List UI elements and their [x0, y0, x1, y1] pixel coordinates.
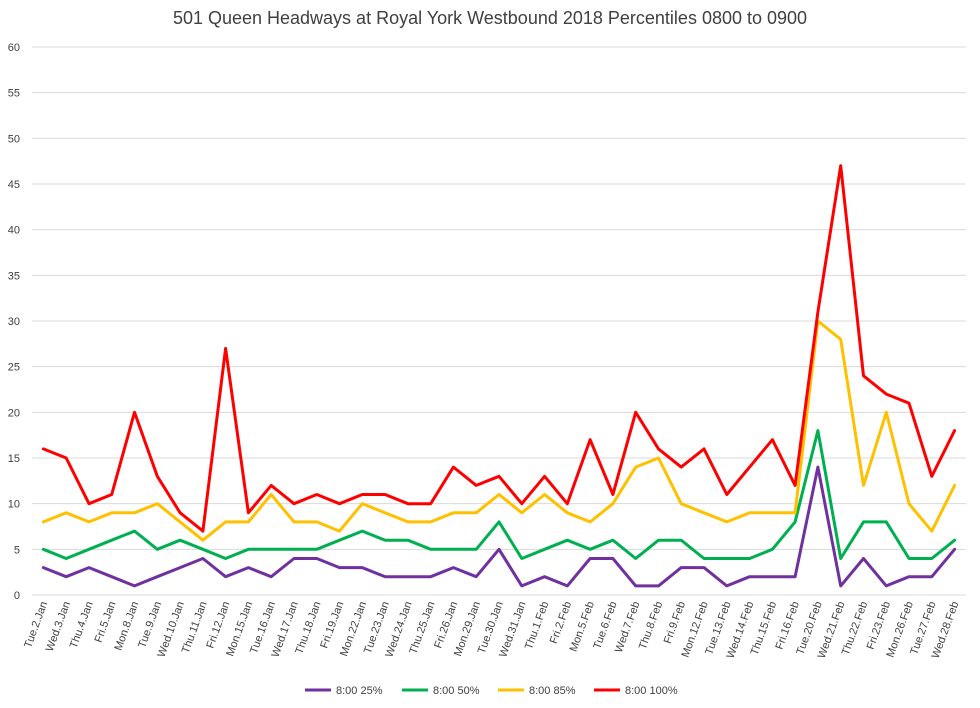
- y-tick-label: 55: [8, 88, 20, 100]
- legend-label: 8:00 100%: [625, 685, 678, 697]
- y-tick-label: 5: [14, 544, 20, 556]
- x-tick-label: Fri.2.Feb: [548, 600, 574, 645]
- y-tick-label: 0: [14, 590, 20, 602]
- x-axis-ticks: Tue.2.JanWed.3.JanThu.4.JanFri.5.JanMon.…: [22, 600, 961, 660]
- y-tick-label: 20: [8, 407, 20, 419]
- y-tick-label: 10: [8, 499, 20, 511]
- y-axis-ticks: 0 5 10 15 20 25 30 35 40 45 50 55 60: [8, 42, 20, 602]
- gridlines: [32, 46, 966, 596]
- y-tick-label: 35: [8, 270, 20, 282]
- y-tick-label: 45: [8, 179, 20, 191]
- y-tick-label: 60: [8, 42, 20, 54]
- series-lines: [41, 164, 957, 588]
- series-line-1: [41, 465, 957, 588]
- legend: 8:00 25% 8:00 50% 8:00 85% 8:00 100%: [305, 685, 678, 697]
- series-line-2: [41, 429, 957, 560]
- y-tick-label: 40: [8, 225, 20, 237]
- y-tick-label: 50: [8, 133, 20, 145]
- legend-label: 8:00 85%: [529, 685, 576, 697]
- x-tick-label: Fri.9.Feb: [662, 600, 688, 645]
- x-tick-label: Fri.5.Jan: [93, 600, 119, 644]
- chart-title: 501 Queen Headways at Royal York Westbou…: [173, 8, 807, 28]
- y-tick-label: 30: [8, 316, 20, 328]
- x-tick-label: Thu.4.Jan: [68, 600, 96, 650]
- series-line-4: [41, 164, 957, 533]
- y-tick-label: 25: [8, 362, 20, 374]
- series-line-3: [41, 319, 957, 542]
- legend-label: 8:00 50%: [433, 685, 480, 697]
- legend-label: 8:00 25%: [336, 685, 383, 697]
- y-tick-label: 15: [8, 453, 20, 465]
